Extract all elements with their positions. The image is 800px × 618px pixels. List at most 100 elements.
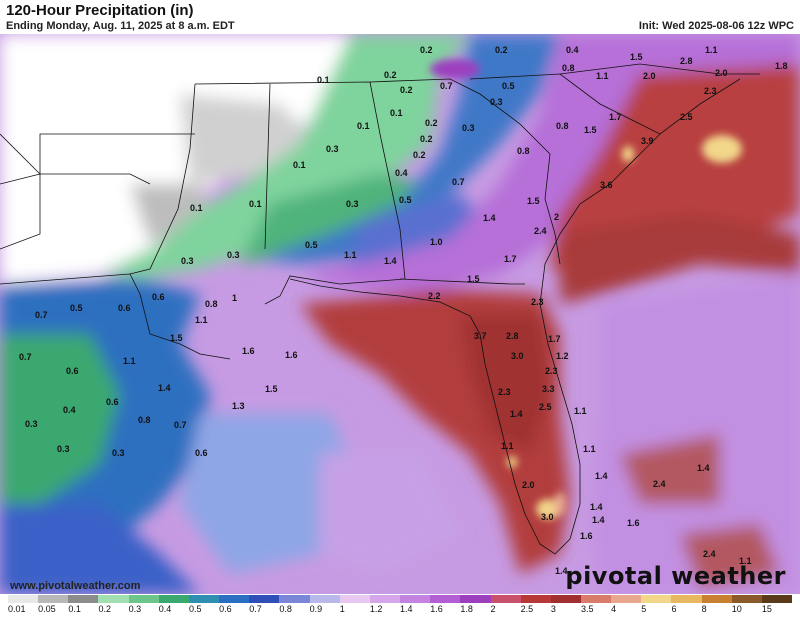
legend-tick-label: 8: [701, 604, 707, 614]
precip-value-label: 1.7: [548, 334, 561, 344]
precip-value-label: 1.5: [170, 333, 183, 343]
legend-swatch: [158, 595, 189, 603]
brand-logo: pivotal weather: [565, 562, 786, 590]
precip-value-label: 0.4: [63, 405, 76, 415]
precip-value-label: 2.3: [498, 387, 511, 397]
legend-swatch: [460, 595, 491, 603]
precip-value-label: 0.6: [195, 448, 208, 458]
precip-value-label: 0.3: [490, 97, 503, 107]
legend-tick-label: 1: [339, 604, 345, 614]
legend-swatch: [400, 595, 431, 603]
precip-value-label: 1.4: [510, 409, 523, 419]
precip-value-label: 0.3: [227, 250, 240, 260]
precip-value-label: 1.1: [195, 315, 208, 325]
precip-value-label: 0.8: [138, 415, 151, 425]
map-subtitle: Ending Monday, Aug. 11, 2025 at 8 a.m. E…: [6, 20, 235, 32]
precip-value-label: 3.9: [641, 136, 654, 146]
precip-value-label: 2.4: [653, 479, 666, 489]
precip-value-label: 1.2: [556, 351, 569, 361]
precip-value-label: 1.5: [467, 274, 480, 284]
legend-ticks: 0.01 0.05 0.1 0.2 0.3 0.4 0.5 0.6 0.7 0.8 0.9 1 1.2 1…: [8, 604, 792, 616]
legend-swatch: [128, 595, 159, 603]
precip-value-label: 0.8: [556, 121, 569, 131]
precip-value-label: 0.3: [112, 448, 125, 458]
init-time: Init: Wed 2025-08-06 12z WPC: [638, 20, 794, 32]
precip-value-label: 0.2: [495, 45, 508, 55]
legend-tick-label: 2.5: [520, 604, 534, 614]
boundaries: [0, 63, 760, 555]
legend-tick-label: 0.9: [309, 604, 323, 614]
precip-value-label: 2.3: [704, 86, 717, 96]
legend-tick-label: 1.8: [460, 604, 473, 614]
precip-value-label: 0.8: [517, 146, 530, 156]
precip-value-label: 0.3: [57, 444, 70, 454]
precip-value-label: 1.1: [501, 441, 514, 451]
precip-value-label: 3.0: [511, 351, 524, 361]
legend-swatch: [369, 595, 401, 603]
precip-value-label: 3.0: [541, 512, 554, 522]
legend-swatch: [701, 595, 732, 603]
precipitation-map[interactable]: 0.2 0.2 0.4 1.1 1.5 2.8 1.8 0.8 1.1 2.0 2.0 0.2 0.1 0…: [0, 34, 800, 594]
map-value-labels: 0.2 0.2 0.4 1.11.5 2.8 1.80.81.1 2.0 2.00.20.10…: [19, 45, 788, 576]
precip-value-label: 0.2: [384, 70, 397, 80]
precip-value-label: 2.8: [680, 56, 693, 66]
precip-value-label: 0.5: [305, 240, 318, 250]
precip-value-label: 1.8: [775, 61, 788, 71]
precip-value-label: 1.3: [232, 401, 245, 411]
legend-tick-label: 1.2: [369, 604, 383, 614]
precip-value-label: 1.1: [574, 406, 587, 416]
precip-value-label: 2.4: [703, 549, 716, 559]
legend-tick-label: 0.6: [219, 604, 232, 614]
precip-value-label: 3.7: [474, 331, 487, 341]
precip-value-label: 1.4: [697, 463, 710, 473]
precip-value-label: 0.6: [66, 366, 79, 376]
precip-fields: [0, 34, 800, 594]
precip-value-label: 0.1: [357, 121, 370, 131]
precip-value-label: 2.3: [531, 297, 544, 307]
legend-tick-label: 1.4: [400, 604, 413, 614]
precip-value-label: 0.7: [452, 177, 465, 187]
precip-value-label: 0.2: [425, 118, 438, 128]
precip-value-label: 0.4: [395, 168, 408, 178]
legend-swatch: [249, 595, 280, 603]
precip-value-label: 0.4: [566, 45, 579, 55]
legend-swatch: [38, 595, 69, 603]
precip-value-label: 0.7: [174, 420, 187, 430]
precip-value-label: 1: [232, 293, 237, 303]
precip-value-label: 0.3: [346, 199, 359, 209]
legend-tick-label: 5: [641, 604, 647, 614]
legend-swatch: [611, 595, 642, 603]
legend-tick-label: 15: [761, 604, 772, 614]
legend-tick-label: 3.5: [580, 604, 594, 614]
legend-swatch: [188, 595, 220, 603]
precip-value-label: 1.5: [630, 52, 643, 62]
legend-swatch: [731, 595, 762, 603]
precip-value-label: 1.1: [739, 556, 752, 566]
precip-value-label: 0.3: [25, 419, 38, 429]
legend-tick-label: 0.5: [188, 604, 202, 614]
precip-value-label: 1.4: [158, 383, 171, 393]
precip-value-label: 1.5: [527, 196, 540, 206]
precip-value-label: 0.2: [400, 85, 413, 95]
legend-swatch: [279, 595, 310, 603]
precip-value-label: 3.3: [542, 384, 555, 394]
precip-value-label: 1.1: [596, 71, 609, 81]
precip-value-label: 1.4: [590, 502, 603, 512]
legend-swatch: [761, 595, 793, 603]
precip-value-label: 1.5: [265, 384, 278, 394]
precip-value-label: 3.6: [600, 180, 613, 190]
legend-tick-label: 2: [490, 604, 496, 614]
precip-value-label: 1.0: [430, 237, 443, 247]
precip-value-label: 1.1: [123, 356, 136, 366]
legend-swatch: [339, 595, 370, 603]
precip-value-label: 2.0: [643, 71, 656, 81]
precip-value-label: 0.3: [462, 123, 475, 133]
legend-swatch: [309, 595, 340, 603]
precip-value-label: 0.1: [249, 199, 262, 209]
legend-tick-label: 3: [550, 604, 556, 614]
legend-swatch: [68, 595, 99, 603]
precip-value-label: 0.7: [19, 352, 32, 362]
precip-value-label: 1.7: [504, 254, 517, 264]
precip-value-label: 0.6: [152, 292, 165, 302]
legend-swatch: [490, 595, 521, 603]
